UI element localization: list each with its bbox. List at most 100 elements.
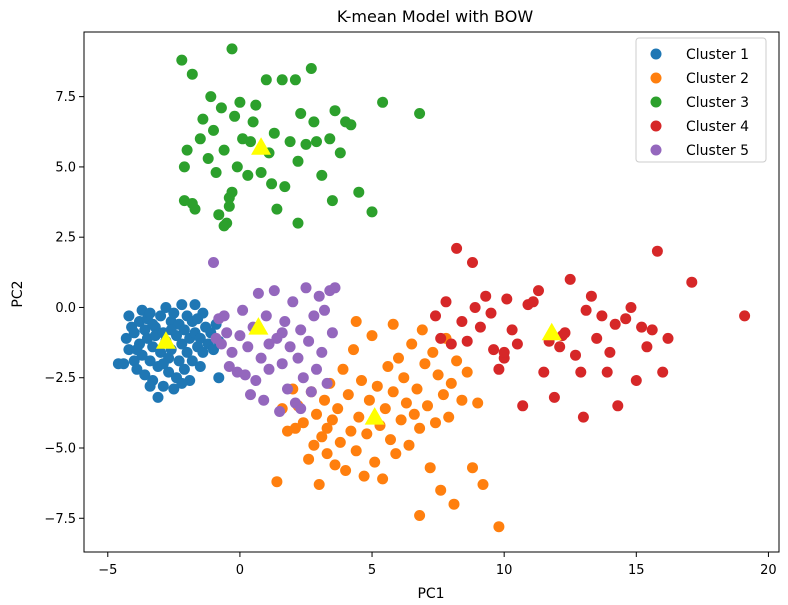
data-point [181, 346, 193, 358]
data-point [348, 344, 359, 356]
data-point [226, 43, 238, 55]
data-point [197, 113, 209, 125]
data-point [178, 363, 190, 375]
data-point [128, 327, 140, 339]
legend-box [635, 37, 767, 163]
data-point [308, 116, 320, 128]
data-point [303, 453, 315, 465]
data-point [242, 341, 254, 353]
data-point [596, 310, 608, 322]
data-point [430, 417, 441, 429]
data-point [274, 406, 286, 417]
data-point [123, 344, 135, 356]
x-axis-label: PC1 [417, 586, 444, 602]
data-point [176, 377, 188, 389]
data-point [408, 408, 420, 420]
data-point [284, 136, 296, 148]
data-point [424, 462, 436, 474]
data-point [511, 338, 523, 350]
legend-marker [650, 120, 662, 132]
data-point [139, 324, 151, 336]
data-point [485, 307, 497, 319]
data-point [366, 206, 378, 218]
y-tick-label: 5.0 [55, 160, 76, 175]
data-point [609, 318, 621, 330]
data-point [321, 377, 333, 389]
data-point [234, 96, 246, 108]
data-point [271, 203, 283, 215]
data-point [268, 127, 280, 139]
data-point [358, 470, 370, 482]
data-point [385, 434, 396, 446]
data-point [657, 366, 669, 378]
data-point [176, 299, 188, 311]
data-point [480, 290, 492, 302]
data-point [316, 346, 328, 358]
data-point [493, 363, 505, 375]
data-point [580, 304, 592, 316]
series-5 [208, 257, 341, 417]
data-point [250, 99, 262, 111]
data-point [223, 200, 235, 212]
data-point [245, 389, 256, 401]
data-point [239, 369, 251, 381]
data-point [213, 209, 225, 221]
data-point [604, 346, 616, 358]
legend-label: Cluster 5 [686, 143, 749, 159]
data-point [131, 363, 143, 375]
data-point [319, 394, 330, 406]
data-point [570, 349, 581, 361]
data-point [641, 341, 653, 353]
data-point [445, 377, 457, 389]
data-point [144, 355, 156, 367]
data-point [311, 408, 322, 420]
data-point [451, 242, 463, 254]
data-point [197, 307, 209, 319]
data-point [361, 428, 373, 440]
data-point [443, 411, 455, 423]
data-point [419, 358, 431, 370]
data-point [208, 344, 219, 356]
legend-label: Cluster 2 [686, 71, 749, 87]
data-point [276, 74, 288, 86]
data-point [398, 372, 410, 384]
data-point [255, 352, 267, 364]
data-point [334, 147, 346, 159]
data-point [538, 366, 550, 378]
data-point [461, 335, 473, 347]
data-point [128, 355, 140, 367]
data-point [263, 338, 275, 350]
data-point [300, 282, 312, 294]
data-point [548, 391, 560, 403]
data-point [403, 439, 415, 451]
data-point [554, 341, 566, 353]
data-point [226, 346, 238, 358]
data-point [363, 394, 375, 406]
data-point [345, 425, 357, 437]
data-point [268, 285, 280, 297]
data-point [213, 372, 225, 384]
data-point [186, 68, 198, 80]
data-point [155, 310, 167, 322]
chart-title: K-mean Model with BOW [337, 7, 533, 26]
data-point [215, 338, 227, 350]
data-point [311, 363, 322, 375]
data-point [181, 144, 193, 156]
data-point [342, 389, 354, 401]
data-point [178, 324, 190, 336]
legend-item: Cluster 3 [650, 95, 749, 111]
data-point [469, 302, 481, 313]
legend-item: Cluster 5 [650, 143, 749, 159]
data-point [527, 296, 539, 308]
x-axis: −5 0 5 10 15 20 [98, 552, 777, 578]
plot-frame [83, 31, 780, 553]
data-point [260, 74, 272, 86]
data-point [321, 422, 333, 434]
data-point [387, 318, 399, 330]
data-point [591, 332, 603, 344]
centroid-marker [251, 137, 272, 155]
data-point [218, 144, 230, 156]
data-point [324, 133, 336, 145]
data-point [295, 324, 307, 336]
